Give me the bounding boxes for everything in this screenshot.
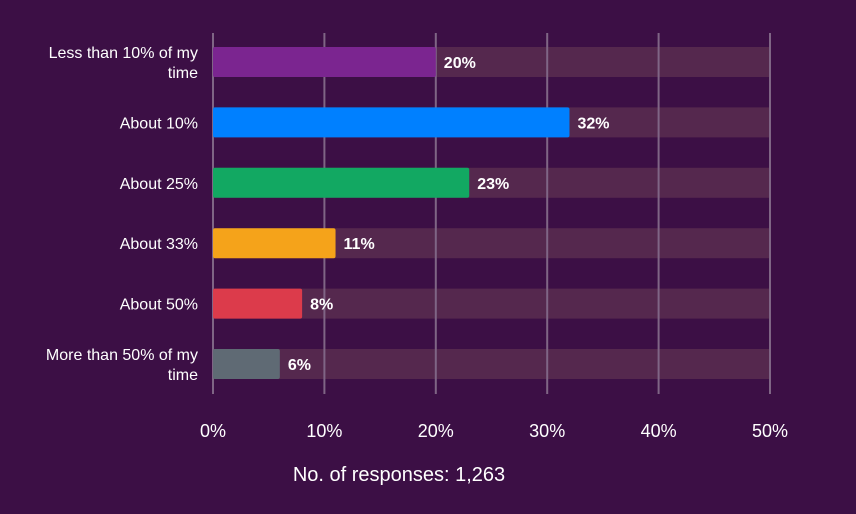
bar [213,349,280,379]
x-axis-tick-labels: 0% 10% 20% 30% 40% 50% [200,421,788,441]
bar [213,228,336,259]
x-tick-label: 10% [306,421,342,441]
x-tick-label: 30% [529,421,565,441]
category-label: More than 50% of my time [46,347,198,384]
response-count-note: No. of responses: 1,263 [293,464,505,486]
bars [213,47,570,379]
bar-tracks [213,47,770,379]
x-tick-label: 40% [641,421,677,441]
value-label: 8% [310,297,333,314]
value-label: 32% [577,115,609,132]
category-label: About 33% [120,236,198,253]
bar-track [213,349,770,379]
category-labels: Less than 10% of my time About 10% About 25… [46,45,198,384]
bar-track [213,288,770,319]
category-label: About 10% [120,115,198,132]
value-labels: 20% 32% 23% 11% 8% 6% [288,55,610,374]
category-label: About 50% [120,297,198,314]
value-label: 20% [444,55,476,72]
bar [213,47,436,77]
x-tick-label: 20% [418,421,454,441]
value-label: 6% [288,357,311,374]
bar [213,167,470,198]
value-label: 23% [477,176,509,193]
x-tick-label: 50% [752,421,788,441]
bar [213,107,570,138]
category-label: Less than 10% of my time [49,45,199,82]
value-label: 11% [344,236,375,253]
grid-lines [212,33,771,394]
x-tick-label: 0% [200,421,226,441]
bar [213,288,303,319]
category-label: About 25% [120,176,198,193]
